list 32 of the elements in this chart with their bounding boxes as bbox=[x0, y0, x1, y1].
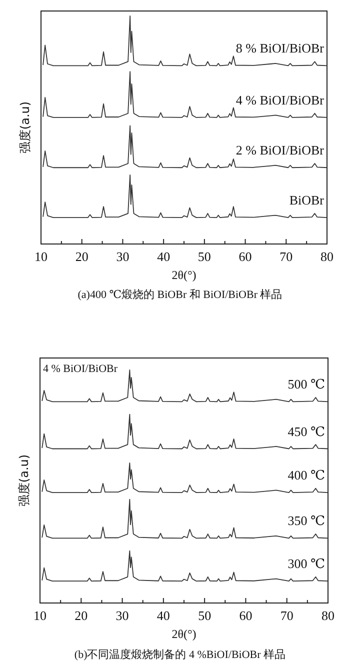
x-tick-label: 50 bbox=[198, 608, 212, 623]
x-tick-label: 70 bbox=[280, 249, 293, 264]
series-label: 4 % BiOI/BiOBr bbox=[236, 92, 325, 108]
series-label: 8 % BiOI/BiOBr bbox=[236, 40, 325, 56]
x-tick-label: 50 bbox=[198, 249, 211, 264]
x-tick-label: 30 bbox=[116, 608, 129, 623]
x-tick-label: 40 bbox=[157, 249, 170, 264]
x-axis-title: 2θ(°) bbox=[172, 627, 196, 641]
series-label: BiOBr bbox=[289, 192, 325, 208]
x-tick-label: 40 bbox=[156, 608, 170, 623]
series-label: 2 % BiOI/BiOBr bbox=[236, 142, 325, 158]
x-tick-label: 30 bbox=[116, 249, 130, 264]
x-tick-label: 80 bbox=[322, 608, 334, 623]
x-tick-label: 10 bbox=[34, 608, 46, 623]
x-tick-label: 60 bbox=[238, 249, 252, 264]
x-tick-label: 60 bbox=[239, 608, 252, 623]
series-label: 300 ℃ bbox=[288, 556, 325, 572]
annotation: 4 % BiOI/BiOBr bbox=[43, 363, 118, 375]
x-tick-label: 20 bbox=[74, 608, 88, 623]
series-label: 400 ℃ bbox=[288, 468, 325, 483]
series-label: 450 ℃ bbox=[288, 424, 325, 439]
y-axis-title: 强度(a.u) bbox=[18, 101, 32, 154]
text: (b)不同温度煅烧制备的 4 %BiOI/BiOBr 样品 bbox=[74, 648, 286, 661]
y-axis-title: 强度(a.u) bbox=[17, 454, 31, 507]
x-tick-label: 80 bbox=[320, 249, 334, 264]
series-label: 350 ℃ bbox=[288, 513, 325, 528]
x-tick-label: 20 bbox=[75, 249, 88, 264]
series-label: 500 ℃ bbox=[288, 376, 325, 392]
text: (a)400 ℃煅烧的 BiOBr 和 BiOI/BiOBr 样品 bbox=[78, 288, 282, 301]
x-tick-label: 10 bbox=[34, 249, 48, 264]
x-tick-label: 70 bbox=[280, 608, 294, 623]
x-axis-title: 2θ(°) bbox=[172, 268, 196, 282]
